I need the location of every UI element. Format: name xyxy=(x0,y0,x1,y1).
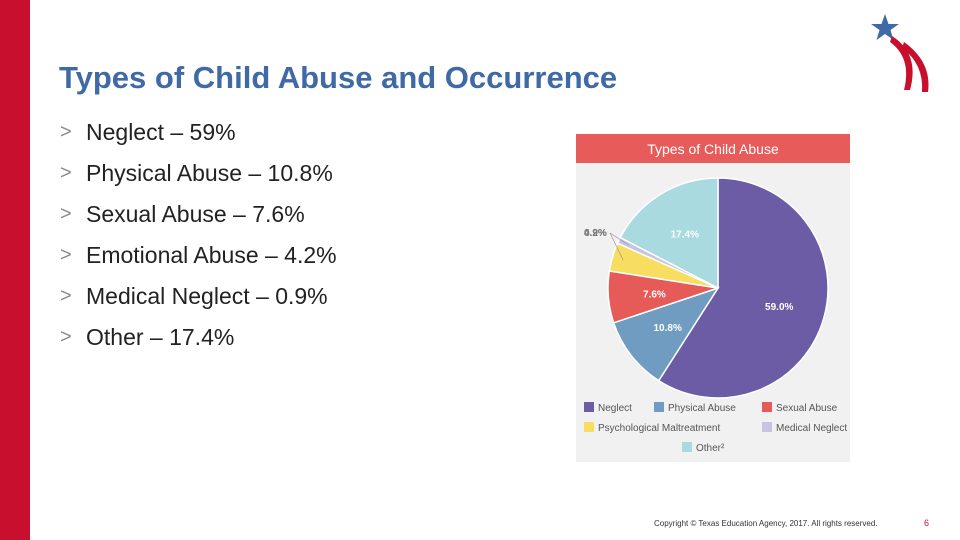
bullet-text: Sexual Abuse – 7.6% xyxy=(86,201,305,227)
pie-slice-neglect xyxy=(657,177,829,399)
legend-swatch-medical-neglect xyxy=(762,422,772,432)
chevron-right-icon: > xyxy=(60,162,72,184)
pie-slices xyxy=(607,177,829,399)
bullet-text: Medical Neglect – 0.9% xyxy=(86,283,328,309)
legend-swatch-sexual-abuse xyxy=(762,402,772,412)
chart-legend: Neglect Physical Abuse Sexual Abuse Psychol… xyxy=(584,402,847,454)
bullet-text: Physical Abuse – 10.8% xyxy=(86,160,333,186)
data-label-sexual-abuse: 7.6% xyxy=(643,289,666,300)
legend-label-sexual-abuse: Sexual Abuse xyxy=(776,403,838,414)
legend-label-psychological-maltreatment: Psychological Maltreatment xyxy=(598,423,720,434)
list-item: > Medical Neglect – 0.9% xyxy=(60,276,337,317)
copyright-footer: Copyright © Texas Education Agency, 2017… xyxy=(654,519,878,528)
legend-label-other: Other² xyxy=(696,443,725,454)
list-item: > Sexual Abuse – 7.6% xyxy=(60,194,337,235)
legend-label-neglect: Neglect xyxy=(598,403,632,414)
chevron-right-icon: > xyxy=(60,244,72,266)
legend-label-medical-neglect: Medical Neglect xyxy=(776,423,847,434)
list-item: > Other – 17.4% xyxy=(60,317,337,358)
pie-slice-other xyxy=(619,177,719,290)
data-label-medical-neglect: 0.9% xyxy=(584,228,607,239)
chart-title-bar xyxy=(576,134,850,163)
list-item: > Emotional Abuse – 4.2% xyxy=(60,235,337,276)
star-logo-icon xyxy=(871,14,929,92)
bullet-list: > Neglect – 59% > Physical Abuse – 10.8% >… xyxy=(60,112,337,358)
data-label-neglect: 59.0% xyxy=(765,302,793,313)
chevron-right-icon: > xyxy=(60,326,72,348)
legend-swatch-psychological-maltreatment xyxy=(584,422,594,432)
bullet-text: Emotional Abuse – 4.2% xyxy=(86,242,337,268)
bullet-text: Neglect – 59% xyxy=(86,119,236,145)
left-accent-bar xyxy=(0,0,30,540)
pie-chart-panel: Types of Child Abuse 59.0% 10.8% 7.6% 4.2% 0… xyxy=(576,134,850,462)
legend-swatch-physical-abuse xyxy=(654,402,664,412)
chevron-right-icon: > xyxy=(60,121,72,143)
legend-label-physical-abuse: Physical Abuse xyxy=(668,403,736,414)
pie-slice-physical-abuse xyxy=(612,286,720,382)
legend-swatch-other xyxy=(682,442,692,452)
page-number: 6 xyxy=(924,518,930,528)
pie-chart: Types of Child Abuse 59.0% 10.8% 7.6% 4.2%0… xyxy=(576,134,850,454)
leader-line-psychological-maltreatment xyxy=(609,232,624,261)
data-label-other: 17.4% xyxy=(671,230,699,241)
chart-title: Types of Child Abuse xyxy=(647,141,779,157)
data-label-physical-abuse: 10.8% xyxy=(653,323,681,334)
page-title: Types of Child Abuse and Occurrence xyxy=(59,60,618,95)
pie-data-labels: 59.0% 10.8% 7.6% 4.2%0.9% 17.4% xyxy=(584,228,794,334)
chevron-right-icon: > xyxy=(60,203,72,225)
chevron-right-icon: > xyxy=(60,285,72,307)
leader-line-medical-neglect xyxy=(609,232,629,246)
list-item: > Physical Abuse – 10.8% xyxy=(60,153,337,194)
data-label-psychological-maltreatment: 4.2% xyxy=(584,228,607,239)
bullet-text: Other – 17.4% xyxy=(86,324,235,350)
list-item: > Neglect – 59% xyxy=(60,112,337,153)
legend-swatch-neglect xyxy=(584,402,594,412)
